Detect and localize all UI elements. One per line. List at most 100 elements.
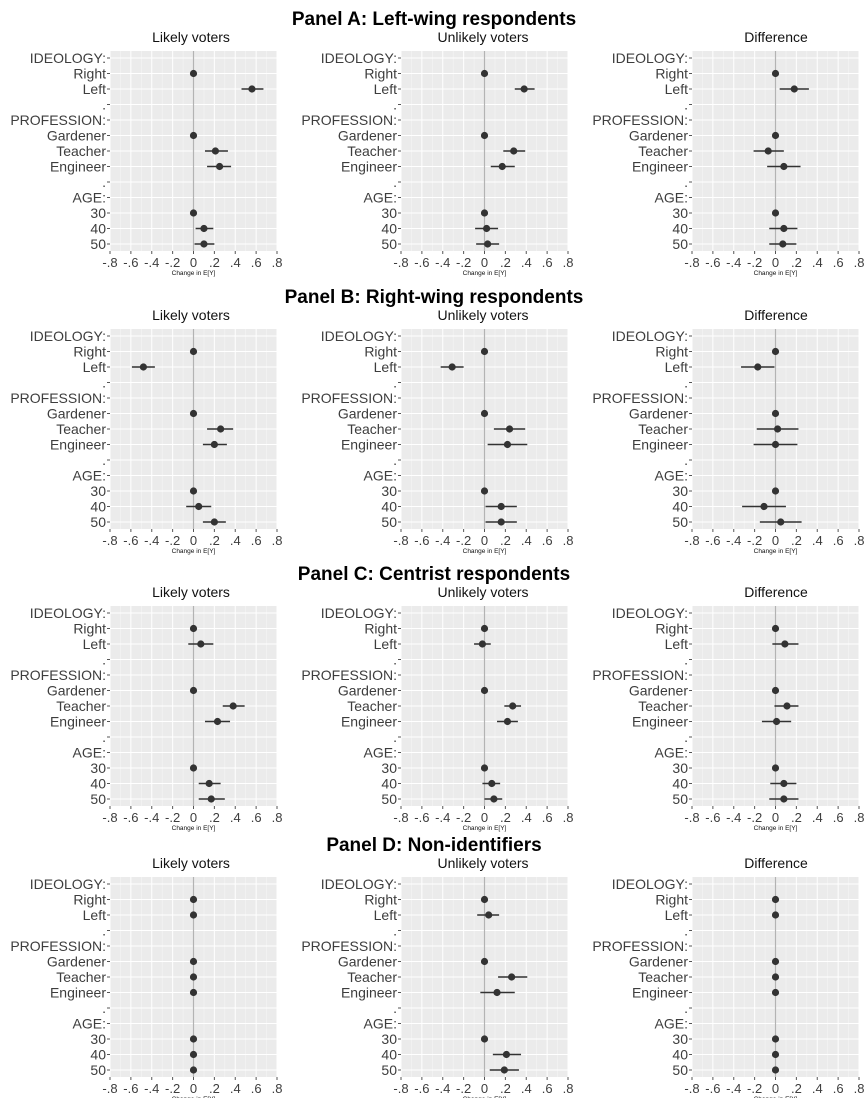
x-axis-label: Change in E[Y]	[172, 270, 216, 277]
y-term-label: Engineer	[50, 159, 106, 175]
y-term-label: 50	[381, 514, 397, 530]
x-tick-label: .2	[209, 1081, 220, 1096]
x-tick-label: -.6	[123, 255, 138, 270]
y-term-label: Right	[655, 892, 688, 908]
y-term-label: Left	[374, 81, 397, 97]
point-estimate	[195, 502, 203, 511]
y-term-label: 50	[672, 791, 688, 807]
point-estimate	[480, 686, 489, 695]
y-term-label: Gardener	[629, 406, 688, 422]
x-axis-label: Change in E[Y]	[463, 825, 507, 832]
point-estimate	[480, 409, 489, 418]
y-term-label: Gardener	[47, 406, 106, 422]
point-estimate	[189, 973, 198, 981]
point-estimate	[480, 209, 489, 217]
x-tick-label: -.8	[102, 255, 117, 270]
point-estimate	[509, 702, 517, 710]
y-term-label: AGE:	[73, 745, 106, 761]
x-tick-label: -.6	[705, 1081, 720, 1096]
y-term-label: 30	[672, 483, 688, 499]
point-estimate	[771, 1066, 780, 1074]
point-estimate	[764, 147, 772, 155]
x-tick-label: 0	[481, 1081, 488, 1096]
x-tick-label: .4	[812, 1081, 823, 1096]
point-estimate	[771, 1035, 780, 1043]
point-estimate	[771, 973, 780, 981]
y-term-label: AGE:	[655, 1016, 688, 1032]
subplot-title: Difference	[744, 29, 808, 45]
y-term-label: Engineer	[632, 714, 688, 730]
x-axis-label: Change in E[Y]	[172, 825, 216, 832]
x-tick-label: -.6	[705, 255, 720, 270]
y-term-label: Left	[665, 81, 688, 97]
subplot-title: Likely voters	[152, 855, 230, 871]
y-term-label: Teacher	[347, 698, 397, 714]
y-term-label: PROFESSION:	[301, 667, 397, 683]
point-estimate	[211, 147, 220, 155]
x-tick-label: -.6	[414, 533, 429, 548]
y-term-label: 40	[90, 1047, 106, 1063]
x-tick-label: .2	[791, 810, 802, 825]
point-estimate	[771, 686, 780, 695]
x-tick-label: 0	[481, 255, 488, 270]
x-tick-label: -.8	[393, 810, 408, 825]
y-term-label: AGE:	[655, 468, 688, 484]
y-term-label: 50	[90, 236, 106, 252]
y-term-label: .	[684, 97, 688, 113]
y-term-label: Engineer	[341, 437, 397, 453]
x-tick-label: .4	[230, 533, 241, 548]
point-estimate	[777, 518, 785, 526]
x-tick-label: -.2	[747, 1081, 762, 1096]
x-tick-label: -.2	[456, 255, 471, 270]
y-term-label: 40	[90, 499, 106, 515]
y-term-label: Gardener	[629, 954, 688, 970]
point-estimate	[189, 409, 198, 418]
x-tick-label: .4	[230, 1081, 241, 1096]
x-tick-label: -.4	[435, 533, 450, 548]
x-tick-label: .4	[521, 533, 532, 548]
point-estimate	[771, 1050, 780, 1059]
y-term-label: AGE:	[655, 190, 688, 206]
point-estimate	[189, 209, 198, 217]
point-estimate	[189, 69, 198, 78]
x-tick-label: 0	[772, 533, 779, 548]
point-estimate	[480, 895, 489, 904]
y-term-label: Left	[83, 81, 106, 97]
y-term-label: Right	[73, 344, 106, 360]
point-estimate	[205, 779, 213, 788]
x-axis-label: Change in E[Y]	[463, 270, 507, 277]
subplot-title: Unlikely voters	[437, 855, 528, 871]
point-estimate	[502, 1050, 511, 1059]
y-term-label: Engineer	[632, 985, 688, 1001]
x-tick-label: -.6	[123, 810, 138, 825]
point-estimate	[497, 502, 505, 511]
x-tick-label: -.2	[456, 810, 471, 825]
x-tick-label: .6	[251, 255, 262, 270]
y-term-label: 50	[381, 791, 397, 807]
point-estimate	[482, 224, 491, 233]
point-estimate	[780, 795, 788, 803]
point-estimate	[480, 957, 489, 966]
x-tick-label: .6	[542, 255, 553, 270]
point-estimate	[490, 795, 498, 803]
x-tick-label: .2	[500, 255, 511, 270]
y-term-label: 30	[90, 1031, 106, 1047]
y-term-label: PROFESSION:	[10, 390, 106, 406]
x-tick-label: -.4	[435, 810, 450, 825]
point-estimate	[215, 162, 224, 171]
point-estimate	[771, 957, 780, 966]
y-term-label: 40	[90, 776, 106, 792]
point-estimate	[779, 240, 787, 248]
point-estimate	[189, 487, 198, 495]
point-estimate	[771, 69, 780, 78]
point-estimate	[520, 85, 528, 93]
x-tick-label: -.2	[747, 533, 762, 548]
y-term-label: Gardener	[338, 406, 397, 422]
x-axis-label: Change in E[Y]	[172, 1096, 216, 1098]
y-term-label: AGE:	[364, 1016, 397, 1032]
point-estimate	[790, 85, 798, 93]
y-term-label: 30	[90, 760, 106, 776]
y-term-label: AGE:	[655, 745, 688, 761]
y-term-label: Left	[374, 907, 397, 923]
y-term-label: IDEOLOGY:	[612, 50, 688, 66]
